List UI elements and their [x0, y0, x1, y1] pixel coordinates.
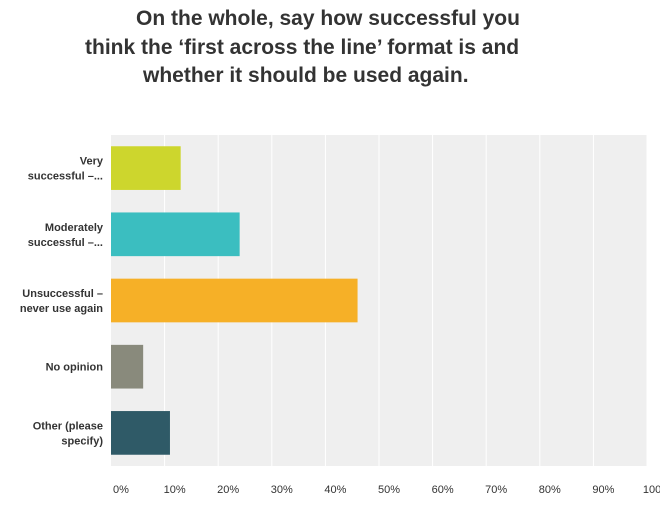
x-tick-label: 80%: [539, 484, 561, 496]
category-label: never use again: [20, 303, 103, 315]
category-label: successful –...: [28, 237, 103, 249]
category-label: No opinion: [46, 362, 104, 374]
x-tick-label: 30%: [271, 484, 293, 496]
chart-title-line-2: think the ‘first across the line’ format…: [85, 36, 520, 59]
category-label: Unsuccessful –: [22, 288, 103, 300]
category-label: Other (please: [33, 420, 103, 432]
category-label: successful –...: [28, 171, 103, 183]
x-tick-label: 100%: [643, 484, 660, 496]
category-label: specify): [61, 435, 103, 447]
x-tick-label: 10%: [164, 484, 186, 496]
x-tick-label: 0%: [113, 484, 129, 496]
x-tick-label: 50%: [378, 484, 400, 496]
bar: [111, 411, 170, 455]
x-tick-label: 20%: [217, 484, 239, 496]
bar: [111, 278, 358, 323]
category-label: Very: [80, 156, 104, 168]
x-tick-label: 40%: [324, 484, 346, 496]
bar: [111, 344, 144, 389]
x-tick-label: 70%: [485, 484, 507, 496]
category-label: Moderately: [45, 222, 104, 234]
chart-title-line-1: On the whole, say how successful you: [136, 7, 520, 30]
x-tick-label: 90%: [592, 484, 614, 496]
chart-title-line-3: whether it should be used again.: [143, 64, 469, 87]
bar: [111, 146, 181, 190]
bar: [111, 212, 240, 257]
x-tick-label: 60%: [432, 484, 454, 496]
